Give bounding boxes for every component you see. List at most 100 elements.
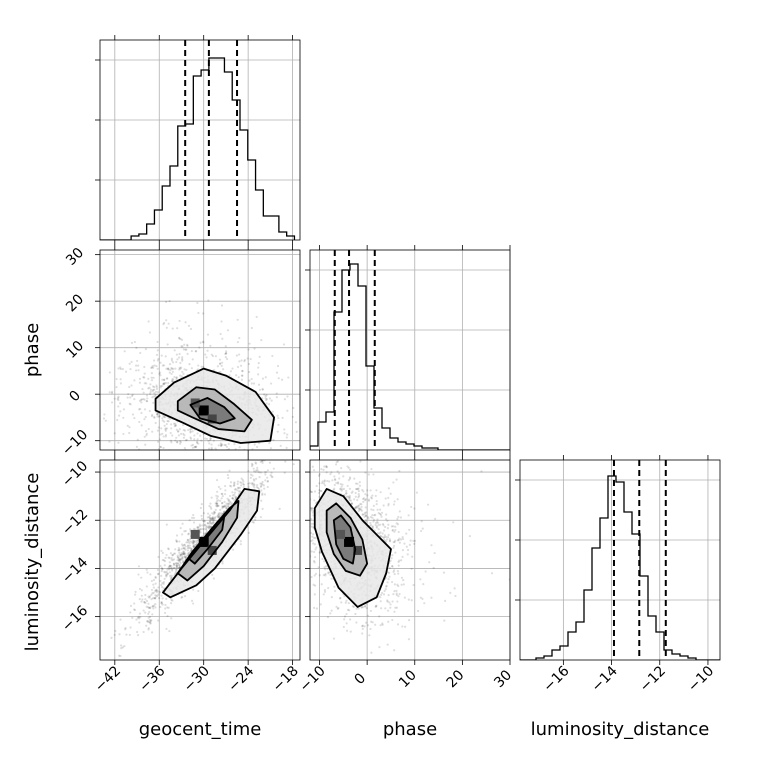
scatter-point [232,462,234,464]
scatter-point [190,549,193,552]
scatter-point [258,388,262,391]
scatter-point [339,443,341,445]
scatter-point [146,620,149,623]
scatter-point [147,620,150,624]
scatter-point [199,341,202,344]
scatter-point [183,451,185,453]
scatter-point [163,378,166,381]
histogram-bin [201,70,209,240]
contour-line [189,397,236,425]
scatter-point [415,491,419,494]
scatter-point [218,358,222,361]
scatter-point [251,448,254,450]
scatter-point [164,435,167,438]
scatter-point [138,597,141,601]
scatter-point [261,492,264,495]
scatter-point [393,590,396,593]
scatter-point [333,589,337,593]
x-tick-label: −24 [225,663,257,695]
histogram-bin [279,232,287,240]
scatter-point [393,530,396,533]
scatter-point [263,393,266,396]
density-peak [207,414,217,424]
histogram-bin [584,590,592,660]
scatter-point [145,585,148,588]
scatter-point [192,544,196,547]
scatter-point [174,424,177,427]
scatter-point [153,596,156,600]
scatter-point [138,408,141,411]
scatter-point [174,456,176,458]
scatter-point [164,416,167,419]
scatter-point [124,628,127,631]
scatter-point [288,457,290,459]
scatter-point [186,546,189,550]
scatter-point [157,586,160,589]
scatter-point [374,513,377,516]
scatter-point [281,416,284,420]
scatter-point [137,565,141,568]
scatter-point [301,521,303,523]
scatter-point [217,515,220,519]
scatter-point [360,508,363,511]
scatter-point [383,534,387,537]
scatter-point [264,397,267,400]
scatter-point [313,561,316,564]
scatter-point [168,371,171,374]
scatter-point [164,429,167,432]
scatter-point [310,550,313,553]
scatter-point [362,497,366,500]
scatter-point [167,565,171,568]
scatter-point [329,473,332,476]
y-tick-label: −16 [59,603,91,635]
scatter-point [178,337,181,340]
scatter-point [351,605,354,608]
scatter-point [138,617,141,620]
histogram-bin [600,518,608,660]
scatter-point [374,623,377,626]
scatter-point [208,522,211,525]
scatter-point [118,654,121,657]
scatter-point [423,602,426,605]
scatter-point [138,621,141,624]
scatter-point [203,520,206,523]
scatter-point [386,609,390,612]
scatter-point [160,549,163,552]
scatter-point [186,538,189,542]
scatter-point [150,372,154,375]
scatter-point [205,530,208,533]
scatter-point [304,382,306,384]
scatter-point [144,601,147,605]
scatter-point [386,599,389,602]
scatter-point [176,566,179,569]
scatter-point [136,634,140,637]
scatter-point [234,496,238,499]
scatter-point [150,376,153,379]
scatter-point [228,374,231,377]
scatter-point [254,462,258,465]
scatter-point [152,604,156,607]
scatter-point [382,538,386,541]
scatter-point [167,457,169,459]
scatter-point [234,495,237,498]
scatter-point [345,629,349,632]
scatter-point [395,592,398,595]
scatter-point [394,606,397,609]
scatter-point [393,649,396,652]
scatter-point [179,558,182,561]
scatter-point [365,607,368,610]
scatter-point [185,461,187,463]
scatter-point [192,588,195,591]
scatter-point [164,603,167,607]
scatter-point [240,477,243,480]
scatter-point [144,415,147,419]
scatter-point [161,585,164,589]
scatter-point [325,464,328,468]
contour-line [325,502,369,577]
scatter-point [229,501,232,504]
scatter-point [195,350,198,353]
scatter-point [150,588,154,592]
scatter-point [284,503,286,505]
scatter-point [261,452,263,454]
scatter-point [219,444,223,447]
